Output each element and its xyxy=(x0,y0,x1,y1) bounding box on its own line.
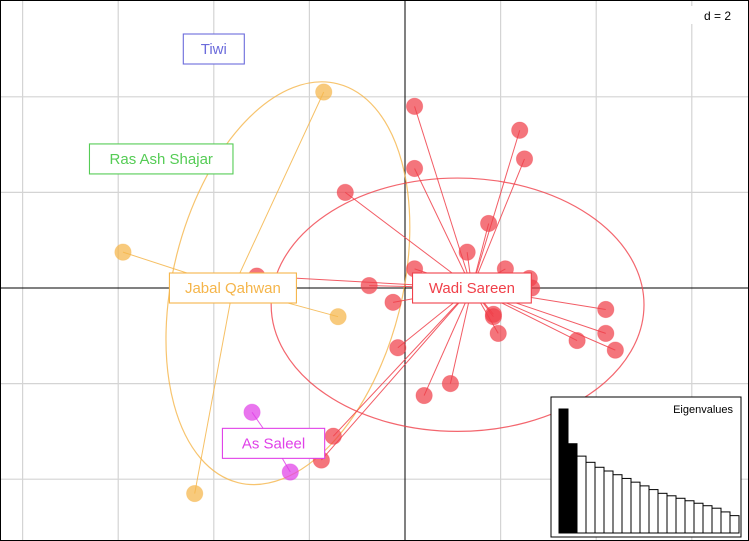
wadi-sareen-point xyxy=(597,324,615,343)
wadi-sareen-point xyxy=(360,277,378,295)
wadi-sareen-point xyxy=(597,300,615,319)
jabal-qahwan-segment xyxy=(194,287,234,494)
eigenvalue-bar xyxy=(648,489,659,534)
as-saleel-point xyxy=(281,463,299,481)
wadi-sareen-point xyxy=(511,121,529,139)
eigenvalue-bar xyxy=(729,515,740,534)
scale-label-bg xyxy=(688,6,736,24)
eigenvalue-bar xyxy=(711,507,722,534)
grid-scale-indicator: d = 2 xyxy=(688,6,736,24)
eigenvalue-bar xyxy=(576,455,587,534)
jabal-qahwan-point xyxy=(186,484,204,503)
wadi-sareen-point xyxy=(568,331,586,350)
scale-label: d = 2 xyxy=(704,9,731,23)
wadi-sareen-point xyxy=(389,339,407,357)
eigenvalue-bar xyxy=(585,461,596,534)
jabal-qahwan-point xyxy=(315,83,333,101)
eigenvalue-bar xyxy=(657,492,668,534)
as-saleel-label: As Saleel xyxy=(242,435,305,452)
wadi-sareen-point xyxy=(336,183,354,201)
eigenvalue-bar xyxy=(639,485,650,534)
eigenvalue-bar xyxy=(684,500,695,534)
wadi-sareen-segment xyxy=(471,130,521,289)
group-labels: Tiwi Ras Ash Shajar Jabal Qahwan Wadi Saree… xyxy=(88,33,532,459)
wadi-sareen-label-box xyxy=(411,272,532,304)
eigenvalue-bar xyxy=(702,505,713,534)
wadi-sareen-segment xyxy=(320,287,473,461)
eigenvalues-title: Eigenvalues xyxy=(673,404,733,416)
wadi-sareen-point xyxy=(606,341,624,359)
wadi-sareen-point xyxy=(324,427,342,445)
wadi-sareen-segment xyxy=(414,168,473,289)
wadi-sareen-point xyxy=(384,293,402,311)
eigenvalue-bar xyxy=(612,474,623,534)
eigenvalue-bar xyxy=(621,477,632,534)
jabal-qahwan-segment xyxy=(232,91,325,289)
wadi-sareen-point xyxy=(405,159,424,178)
jabal-qahwan-ellipse xyxy=(165,81,411,486)
jabal-qahwan-label: Jabal Qahwan xyxy=(185,280,281,297)
wadi-sareen-point xyxy=(458,243,476,261)
wadi-sareen-point xyxy=(515,150,534,168)
wadi-sareen-label: Wadi Sareen xyxy=(429,280,515,297)
wadi-sareen-point xyxy=(405,97,424,115)
as-saleel-label-box xyxy=(221,427,326,459)
wadi-sareen-segment xyxy=(449,287,473,384)
wadi-sareen-ellipse xyxy=(270,177,645,433)
group-ellipses xyxy=(165,81,645,486)
jabal-qahwan-point xyxy=(114,243,132,261)
as-saleel-point xyxy=(243,403,261,421)
eigenvalue-bar xyxy=(666,495,677,534)
eigenvalue-bar xyxy=(630,481,641,534)
eigenvalue-bar xyxy=(567,443,578,534)
tiwi-label: Tiwi xyxy=(201,41,227,58)
ras-ash-shajar-label: Ras Ash Shajar xyxy=(110,151,213,168)
wadi-sareen-point xyxy=(415,386,433,405)
jabal-qahwan-point xyxy=(329,308,347,326)
wadi-sareen-segment xyxy=(344,192,473,289)
eigenvalue-bar xyxy=(594,466,605,534)
eigenvalues-inset: Eigenvalues xyxy=(550,396,742,538)
eigenvalue-bar xyxy=(603,470,614,534)
wadi-sareen-point xyxy=(489,324,507,343)
jabal-qahwan-label-box xyxy=(168,272,297,304)
eigenvalue-bar xyxy=(693,502,704,534)
wadi-sareen-segment xyxy=(471,158,525,289)
wadi-sareen-point xyxy=(484,308,503,326)
wadi-sareen-point xyxy=(441,374,460,393)
wadi-sareen-segment xyxy=(332,287,473,437)
eigenvalue-bar xyxy=(558,408,569,534)
wadi-sareen-point xyxy=(480,214,498,233)
eigenvalue-bar xyxy=(720,511,731,534)
tiwi-label-box xyxy=(182,33,245,65)
eigenvalue-bar xyxy=(675,497,686,534)
ras-ash-shajar-label-box xyxy=(88,143,234,175)
wadi-sareen-segment xyxy=(423,287,473,396)
data-points xyxy=(114,83,624,503)
